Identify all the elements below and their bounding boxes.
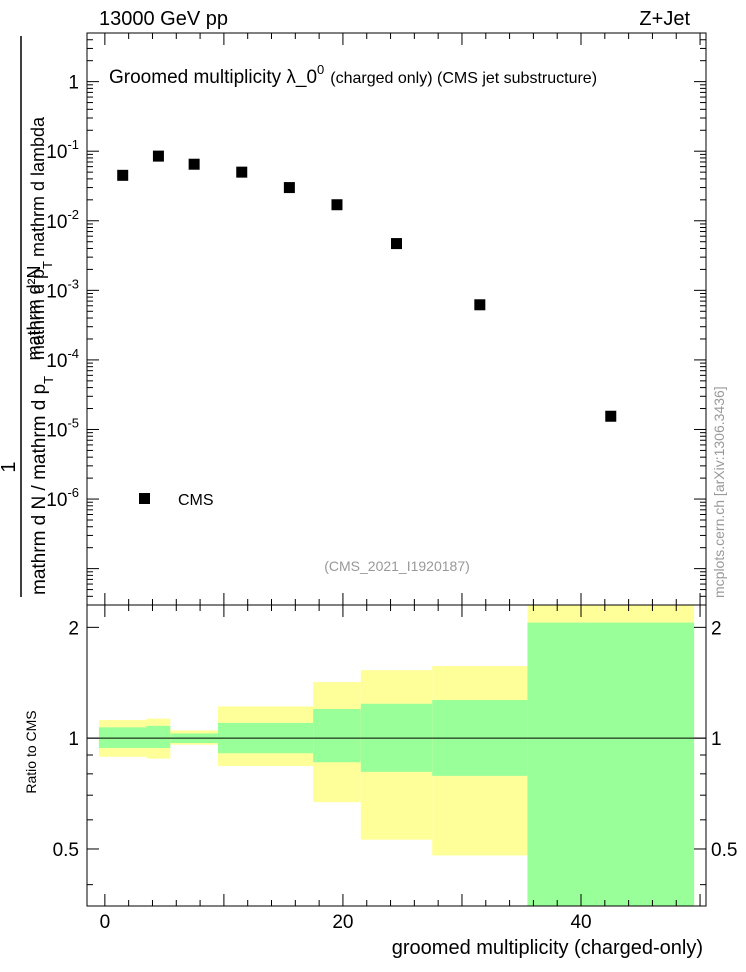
watermark: mcplots.cern.ch [arXiv:1306.3436] bbox=[711, 386, 727, 598]
inner-uncertainty-band bbox=[527, 622, 695, 906]
ylabel-frac1-den-sub: T bbox=[40, 261, 55, 269]
ratio-y-label: Ratio to CMS bbox=[23, 710, 39, 793]
ratio-y-axis: 2 2 1 1 0.5 0.5 bbox=[53, 618, 737, 886]
ylabel-frac1-num: mathrm d²N bbox=[24, 265, 44, 360]
ylabel-frac1-den: mathrm d pTmathrm d lambda bbox=[28, 116, 55, 360]
ylabel-one: 1 bbox=[0, 461, 20, 472]
data-point bbox=[117, 169, 129, 181]
process-label: Z+Jet bbox=[639, 8, 690, 30]
legend-marker-cms bbox=[139, 493, 150, 504]
plot-title: Groomed multiplicity λ_00 (charged only) … bbox=[109, 62, 597, 88]
ratio-panel: 2 2 1 1 0.5 0.5 0 20 40 Ratio to CMS groomed mu… bbox=[23, 604, 737, 959]
legend-label-cms: CMS bbox=[178, 492, 214, 509]
title-superscript: 0 bbox=[317, 62, 324, 77]
ratio-ytick-label-left: 0.5 bbox=[53, 840, 79, 861]
data-point bbox=[236, 166, 248, 178]
title-main: Groomed multiplicity λ_0 bbox=[109, 67, 317, 88]
main-ytick-label: 10-1 bbox=[46, 137, 79, 163]
ratio-x-axis: 0 20 40 bbox=[100, 605, 701, 933]
data-point bbox=[331, 199, 343, 211]
ylabel-frac2: mathrm d N / mathrm d pT bbox=[29, 376, 56, 595]
main-frame bbox=[86, 32, 707, 606]
ratio-ytick-label-right: 0.5 bbox=[711, 840, 737, 861]
analysis-id: (CMS_2021_I1920187) bbox=[324, 558, 470, 574]
ratio-xtick-label: 20 bbox=[332, 912, 353, 933]
data-markers bbox=[117, 150, 617, 422]
energy-label: 13000 GeV pp bbox=[99, 8, 228, 30]
data-point bbox=[391, 238, 402, 250]
main-x-ticks bbox=[104, 33, 701, 605]
ylabel-frac2-a: mathrm d N / mathrm d p bbox=[29, 384, 50, 595]
main-ytick-label: 10-2 bbox=[46, 207, 79, 233]
main-y-axis: 1 10-1 10-2 10-3 10-4 10-5 10-6 bbox=[46, 32, 706, 606]
ratio-xtick-label: 40 bbox=[570, 912, 591, 933]
ratio-ytick-label-left: 2 bbox=[68, 618, 79, 639]
main-ytick-label: 10-5 bbox=[46, 415, 79, 441]
main-ytick-label: 10-6 bbox=[46, 485, 79, 511]
ylabel-frac2-sub: T bbox=[41, 376, 56, 384]
ratio-xtick-label: 0 bbox=[100, 912, 111, 933]
main-ytick-label: 10-4 bbox=[46, 346, 79, 372]
data-point bbox=[188, 158, 200, 170]
title-tail: (charged only) (CMS jet substructure) bbox=[330, 70, 597, 87]
main-ytick-label: 1 bbox=[68, 73, 79, 94]
ylabel-frac1-den-b: mathrm d lambda bbox=[28, 116, 48, 257]
data-point bbox=[283, 182, 295, 194]
main-ytick-label: 10-3 bbox=[46, 276, 79, 302]
data-point bbox=[605, 410, 617, 422]
x-axis-label: groomed multiplicity (charged-only) bbox=[392, 937, 703, 959]
data-point bbox=[152, 150, 164, 162]
ylabel-frac1-den-a: mathrm d p bbox=[28, 269, 48, 360]
data-point bbox=[474, 299, 486, 311]
main-y-label: 1 mathrm d N / mathrm d pT mathrm d²N ma… bbox=[0, 36, 56, 597]
inner-uncertainty-band bbox=[313, 709, 361, 763]
uncertainty-bands bbox=[98, 605, 695, 906]
ratio-ytick-label-right: 1 bbox=[711, 729, 722, 750]
main-panel: 1 10-1 10-2 10-3 10-4 10-5 10-6 Groomed multip… bbox=[46, 32, 707, 606]
ratio-ytick-label-left: 1 bbox=[68, 729, 79, 750]
inner-uncertainty-band bbox=[146, 725, 171, 749]
ratio-ytick-label-right: 2 bbox=[711, 618, 722, 639]
